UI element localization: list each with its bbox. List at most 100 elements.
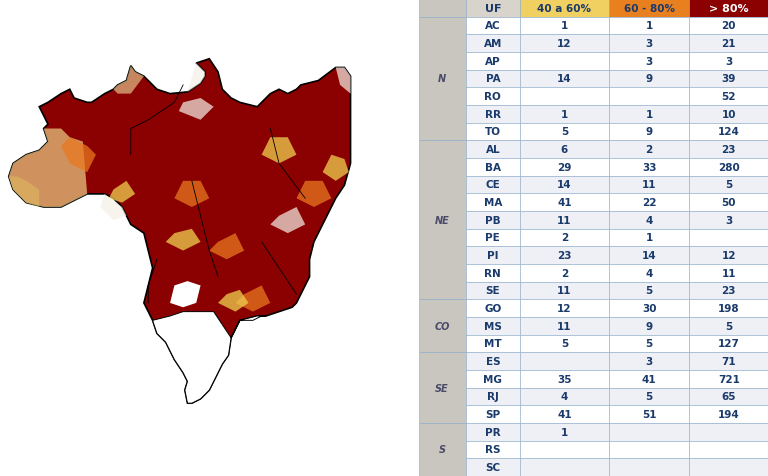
Text: 5: 5 xyxy=(725,321,733,331)
Bar xyxy=(690,458,768,476)
Bar xyxy=(609,335,690,353)
Text: 71: 71 xyxy=(721,357,736,367)
Text: 5: 5 xyxy=(725,180,733,190)
Text: 280: 280 xyxy=(718,162,740,172)
Bar xyxy=(465,265,520,282)
Bar xyxy=(690,353,768,370)
Bar xyxy=(520,123,609,141)
Text: 3: 3 xyxy=(646,357,653,367)
Text: 11: 11 xyxy=(558,215,571,225)
Text: AM: AM xyxy=(484,39,502,49)
Text: 33: 33 xyxy=(642,162,657,172)
Text: MS: MS xyxy=(484,321,502,331)
Text: 41: 41 xyxy=(557,198,571,208)
Bar xyxy=(520,70,609,88)
Text: 5: 5 xyxy=(561,339,568,349)
Bar xyxy=(520,282,609,300)
Text: 1: 1 xyxy=(646,233,653,243)
Polygon shape xyxy=(109,181,135,203)
Polygon shape xyxy=(296,181,331,208)
Polygon shape xyxy=(153,312,266,403)
Bar xyxy=(690,406,768,423)
Bar xyxy=(520,406,609,423)
Polygon shape xyxy=(114,67,144,94)
Polygon shape xyxy=(179,99,214,120)
Bar xyxy=(520,247,609,265)
Bar xyxy=(520,353,609,370)
Text: 194: 194 xyxy=(718,409,740,419)
Bar xyxy=(609,211,690,229)
Polygon shape xyxy=(218,290,249,312)
Bar xyxy=(690,18,768,35)
Text: 14: 14 xyxy=(557,180,571,190)
Bar xyxy=(609,265,690,282)
Text: 6: 6 xyxy=(561,145,568,155)
Text: CO: CO xyxy=(435,321,450,331)
Bar xyxy=(419,141,465,300)
Text: 14: 14 xyxy=(642,251,657,261)
Text: 2: 2 xyxy=(561,233,568,243)
Bar xyxy=(609,106,690,123)
Bar xyxy=(690,247,768,265)
Polygon shape xyxy=(8,177,39,208)
Text: UF: UF xyxy=(485,4,501,14)
Bar xyxy=(609,0,690,18)
Text: 9: 9 xyxy=(646,127,653,137)
Bar xyxy=(465,159,520,176)
Bar xyxy=(520,194,609,211)
Text: 4: 4 xyxy=(645,215,653,225)
Text: 127: 127 xyxy=(718,339,740,349)
Bar xyxy=(520,370,609,388)
Bar xyxy=(520,300,609,317)
Bar xyxy=(465,370,520,388)
Text: 23: 23 xyxy=(721,286,736,296)
Text: RR: RR xyxy=(485,109,501,119)
Text: 11: 11 xyxy=(558,321,571,331)
Bar xyxy=(465,211,520,229)
Text: RS: RS xyxy=(485,445,501,455)
Bar xyxy=(609,406,690,423)
Bar xyxy=(465,194,520,211)
Text: RJ: RJ xyxy=(487,392,498,402)
Bar xyxy=(465,106,520,123)
Text: 21: 21 xyxy=(721,39,736,49)
Polygon shape xyxy=(323,155,349,181)
Bar xyxy=(520,0,609,18)
Bar xyxy=(520,388,609,406)
Text: BA: BA xyxy=(485,162,501,172)
Bar xyxy=(465,406,520,423)
Bar xyxy=(465,282,520,300)
Bar xyxy=(465,353,520,370)
Text: 30: 30 xyxy=(642,304,657,314)
Bar xyxy=(465,35,520,53)
Bar xyxy=(419,0,465,18)
Bar xyxy=(690,194,768,211)
Bar xyxy=(465,300,520,317)
Bar xyxy=(609,35,690,53)
Text: PA: PA xyxy=(485,74,500,84)
Text: 23: 23 xyxy=(558,251,571,261)
Bar xyxy=(609,159,690,176)
Text: CE: CE xyxy=(485,180,500,190)
Text: 35: 35 xyxy=(558,374,571,384)
Text: 12: 12 xyxy=(558,39,571,49)
Text: 3: 3 xyxy=(725,215,733,225)
Bar xyxy=(690,370,768,388)
Text: NE: NE xyxy=(435,215,449,225)
Bar xyxy=(609,229,690,247)
Bar xyxy=(690,282,768,300)
Text: 29: 29 xyxy=(558,162,571,172)
Bar xyxy=(690,106,768,123)
Bar xyxy=(609,194,690,211)
Bar xyxy=(609,123,690,141)
Text: 2: 2 xyxy=(646,145,653,155)
Bar xyxy=(465,141,520,159)
Text: SE: SE xyxy=(435,383,449,393)
Text: SE: SE xyxy=(485,286,500,296)
Text: 14: 14 xyxy=(557,74,571,84)
Polygon shape xyxy=(210,234,244,260)
Text: MA: MA xyxy=(484,198,502,208)
Text: 39: 39 xyxy=(721,74,736,84)
Text: GO: GO xyxy=(484,304,502,314)
Bar xyxy=(609,88,690,106)
